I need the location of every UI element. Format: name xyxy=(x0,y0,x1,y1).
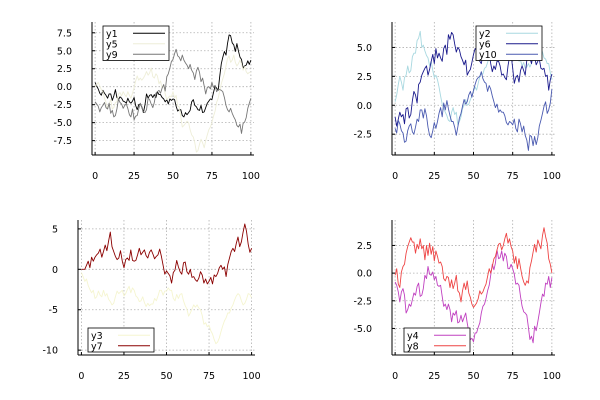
y-tick-label: 2.5 xyxy=(357,241,372,252)
x-tick-label: 100 xyxy=(242,171,260,182)
series-line-y9 xyxy=(94,48,252,134)
x-tick-label: 75 xyxy=(507,371,519,382)
legend-box xyxy=(87,327,155,353)
x-tick-label: 50 xyxy=(467,171,479,182)
x-tick-label: 25 xyxy=(428,171,440,182)
y-tick-label: 5 xyxy=(52,224,58,235)
legend-label-y6: y6 xyxy=(479,39,491,50)
x-tick-label: 75 xyxy=(203,371,215,382)
series-line-y10 xyxy=(394,71,553,151)
y-tick-label: -2.5 xyxy=(353,130,372,141)
y-tick-label: -5 xyxy=(49,305,58,316)
x-tick-label: 25 xyxy=(118,371,130,382)
x-tick-label: 0 xyxy=(78,371,84,382)
y-tick-label: 0.0 xyxy=(357,101,372,112)
y-tick-label: 5.0 xyxy=(357,43,372,54)
y-tick-label: -5.0 xyxy=(53,118,72,129)
x-tick-label: 0 xyxy=(392,371,398,382)
y-tick-label: -5.0 xyxy=(353,324,372,335)
x-tick-label: 100 xyxy=(543,371,561,382)
x-tick-label: 0 xyxy=(392,171,398,182)
legend-label-y3: y3 xyxy=(91,331,103,342)
y-tick-label: -2.5 xyxy=(353,296,372,307)
y-tick-label: 0.0 xyxy=(57,82,72,93)
legend-label-y1: y1 xyxy=(106,29,118,40)
y-tick-label: -2.5 xyxy=(53,100,72,111)
legend-label-y2: y2 xyxy=(479,29,491,40)
y-tick-label: 5.0 xyxy=(57,46,72,57)
y-tick-label: -10 xyxy=(42,346,58,357)
y-tick-label: 2.5 xyxy=(57,64,72,75)
series-line-y5 xyxy=(94,54,251,153)
x-tick-label: 75 xyxy=(507,171,519,182)
y-tick-label: -7.5 xyxy=(53,136,72,147)
legend-label-y10: y10 xyxy=(479,50,497,61)
legend-label-y9: y9 xyxy=(106,50,118,61)
x-tick-label: 100 xyxy=(543,171,561,182)
legend-label-y5: y5 xyxy=(106,39,118,50)
y-tick-label: 0.0 xyxy=(357,269,372,280)
legend-box xyxy=(403,327,471,353)
series-line-y3 xyxy=(80,272,252,345)
series-line-y8 xyxy=(394,227,553,308)
x-tick-label: 25 xyxy=(128,171,140,182)
series-line-y4 xyxy=(394,249,553,344)
y-tick-label: 2.5 xyxy=(357,72,372,83)
x-tick-label: 50 xyxy=(160,371,172,382)
x-tick-label: 50 xyxy=(167,171,179,182)
series-line-y6 xyxy=(394,31,553,127)
series-line-y7 xyxy=(81,223,253,285)
x-tick-label: 100 xyxy=(243,371,261,382)
legend-label-y4: y4 xyxy=(407,331,419,342)
x-tick-label: 0 xyxy=(92,171,98,182)
x-tick-label: 25 xyxy=(428,371,440,382)
y-tick-label: 0 xyxy=(52,265,58,276)
series-line-y1 xyxy=(94,34,252,118)
legend-label-y8: y8 xyxy=(407,341,419,352)
legend-label-y7: y7 xyxy=(91,341,103,352)
x-tick-label: 75 xyxy=(206,171,218,182)
x-tick-label: 50 xyxy=(467,371,479,382)
y-tick-label: 7.5 xyxy=(57,28,72,39)
